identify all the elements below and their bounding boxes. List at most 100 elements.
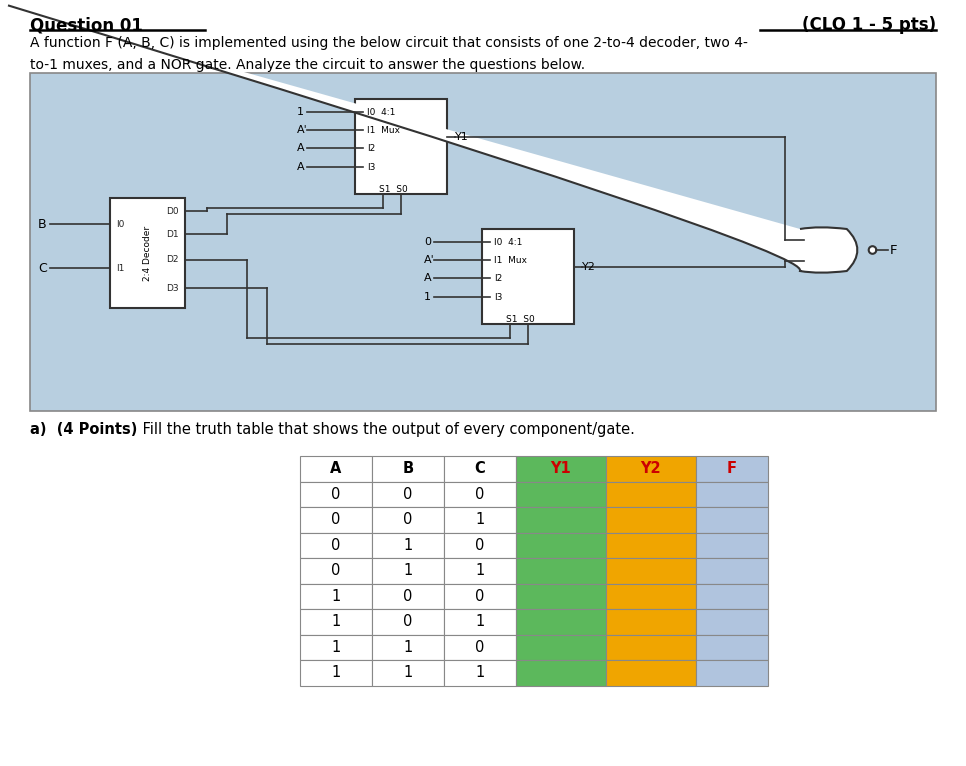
FancyBboxPatch shape bbox=[696, 634, 768, 660]
FancyBboxPatch shape bbox=[696, 584, 768, 609]
FancyBboxPatch shape bbox=[444, 482, 516, 507]
Text: 1: 1 bbox=[331, 614, 341, 629]
FancyBboxPatch shape bbox=[300, 634, 372, 660]
FancyBboxPatch shape bbox=[516, 482, 606, 507]
FancyBboxPatch shape bbox=[516, 532, 606, 558]
Text: 0: 0 bbox=[475, 640, 485, 655]
Text: 0: 0 bbox=[424, 237, 431, 247]
FancyBboxPatch shape bbox=[372, 532, 444, 558]
Text: B: B bbox=[403, 461, 413, 476]
FancyBboxPatch shape bbox=[30, 73, 936, 411]
Text: I3: I3 bbox=[494, 293, 502, 302]
Text: 1: 1 bbox=[331, 589, 341, 604]
Text: a)  (4 Points): a) (4 Points) bbox=[30, 422, 137, 437]
FancyBboxPatch shape bbox=[696, 532, 768, 558]
FancyBboxPatch shape bbox=[372, 558, 444, 584]
FancyBboxPatch shape bbox=[372, 456, 444, 482]
Text: (CLO 1 - 5 pts): (CLO 1 - 5 pts) bbox=[802, 16, 936, 34]
Text: Y1: Y1 bbox=[455, 132, 469, 142]
Text: D1: D1 bbox=[166, 230, 179, 239]
Text: C: C bbox=[38, 262, 46, 275]
Text: A': A' bbox=[297, 126, 308, 136]
FancyBboxPatch shape bbox=[444, 584, 516, 609]
Text: 1: 1 bbox=[331, 640, 341, 655]
Text: I3: I3 bbox=[367, 163, 376, 172]
FancyBboxPatch shape bbox=[300, 507, 372, 532]
FancyBboxPatch shape bbox=[516, 634, 606, 660]
Text: F: F bbox=[890, 244, 897, 257]
FancyBboxPatch shape bbox=[300, 609, 372, 634]
Circle shape bbox=[868, 246, 876, 254]
Text: to-1 muxes, and a NOR gate. Analyze the circuit to answer the questions below.: to-1 muxes, and a NOR gate. Analyze the … bbox=[30, 58, 585, 72]
Text: D2: D2 bbox=[166, 255, 179, 264]
Text: A: A bbox=[424, 273, 432, 283]
FancyBboxPatch shape bbox=[696, 660, 768, 686]
FancyBboxPatch shape bbox=[372, 584, 444, 609]
Text: D3: D3 bbox=[166, 283, 179, 293]
Text: 0: 0 bbox=[404, 512, 412, 527]
Text: I0  4:1: I0 4:1 bbox=[367, 108, 395, 116]
FancyBboxPatch shape bbox=[110, 198, 185, 308]
Text: 1: 1 bbox=[331, 665, 341, 680]
Text: S1  S0: S1 S0 bbox=[505, 315, 534, 323]
Text: 0: 0 bbox=[475, 589, 485, 604]
FancyBboxPatch shape bbox=[444, 609, 516, 634]
Text: I1  Mux: I1 Mux bbox=[494, 256, 527, 265]
FancyBboxPatch shape bbox=[444, 634, 516, 660]
Text: Y2: Y2 bbox=[582, 262, 596, 272]
Text: 1: 1 bbox=[404, 563, 412, 578]
FancyBboxPatch shape bbox=[516, 558, 606, 584]
Text: A: A bbox=[330, 461, 342, 476]
FancyBboxPatch shape bbox=[606, 456, 696, 482]
FancyBboxPatch shape bbox=[606, 482, 696, 507]
Text: 0: 0 bbox=[331, 512, 341, 527]
Text: 1: 1 bbox=[475, 563, 485, 578]
FancyBboxPatch shape bbox=[606, 660, 696, 686]
Text: B: B bbox=[38, 218, 46, 231]
Text: 0: 0 bbox=[404, 486, 412, 502]
Text: Y2: Y2 bbox=[640, 461, 662, 476]
FancyBboxPatch shape bbox=[300, 558, 372, 584]
Text: 1: 1 bbox=[475, 665, 485, 680]
Text: D0: D0 bbox=[166, 207, 179, 216]
Text: I1  Mux: I1 Mux bbox=[367, 126, 400, 135]
FancyBboxPatch shape bbox=[372, 634, 444, 660]
Text: 1: 1 bbox=[404, 665, 412, 680]
FancyBboxPatch shape bbox=[300, 660, 372, 686]
Text: 0: 0 bbox=[404, 589, 412, 604]
FancyBboxPatch shape bbox=[696, 456, 768, 482]
FancyBboxPatch shape bbox=[372, 482, 444, 507]
FancyBboxPatch shape bbox=[372, 660, 444, 686]
Text: 1: 1 bbox=[475, 512, 485, 527]
FancyBboxPatch shape bbox=[444, 558, 516, 584]
Text: 0: 0 bbox=[404, 614, 412, 629]
FancyBboxPatch shape bbox=[606, 609, 696, 634]
FancyBboxPatch shape bbox=[696, 482, 768, 507]
FancyBboxPatch shape bbox=[300, 456, 372, 482]
FancyBboxPatch shape bbox=[606, 584, 696, 609]
FancyBboxPatch shape bbox=[516, 584, 606, 609]
Text: I0: I0 bbox=[116, 220, 125, 229]
Text: 0: 0 bbox=[331, 538, 341, 553]
FancyBboxPatch shape bbox=[444, 532, 516, 558]
FancyBboxPatch shape bbox=[516, 609, 606, 634]
FancyBboxPatch shape bbox=[696, 609, 768, 634]
FancyBboxPatch shape bbox=[606, 532, 696, 558]
FancyBboxPatch shape bbox=[372, 609, 444, 634]
Text: S1  S0: S1 S0 bbox=[379, 185, 408, 194]
Text: 0: 0 bbox=[475, 486, 485, 502]
FancyBboxPatch shape bbox=[606, 558, 696, 584]
FancyBboxPatch shape bbox=[300, 532, 372, 558]
FancyBboxPatch shape bbox=[355, 99, 447, 194]
FancyBboxPatch shape bbox=[444, 507, 516, 532]
FancyBboxPatch shape bbox=[516, 507, 606, 532]
Text: 1: 1 bbox=[475, 614, 485, 629]
Text: F: F bbox=[727, 461, 737, 476]
Text: A: A bbox=[297, 162, 304, 172]
Text: A': A' bbox=[424, 255, 435, 265]
FancyBboxPatch shape bbox=[372, 507, 444, 532]
Text: 0: 0 bbox=[331, 563, 341, 578]
Text: I2: I2 bbox=[494, 274, 502, 283]
Text: Y1: Y1 bbox=[551, 461, 571, 476]
FancyBboxPatch shape bbox=[696, 507, 768, 532]
